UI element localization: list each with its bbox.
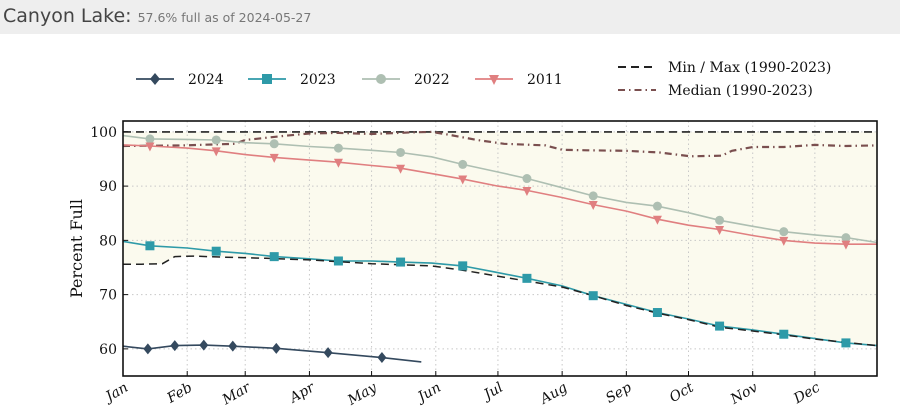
series-line-2024 — [122, 344, 422, 363]
legend-item-2024: 2024 — [136, 72, 224, 88]
series-line-2022 — [122, 134, 878, 244]
series-line-2011 — [122, 144, 877, 245]
data-point-2022 — [211, 135, 221, 145]
x-tick-label: Sep — [603, 380, 634, 407]
data-point-2022 — [396, 147, 406, 157]
data-point-2011 — [779, 236, 789, 246]
x-tick-label: Apr — [285, 379, 318, 407]
legend-item-2023: 2023 — [248, 72, 336, 88]
x-tick-label: Oct — [667, 379, 697, 406]
legend-item-2022: 2022 — [362, 72, 450, 88]
data-point-2011 — [715, 226, 725, 236]
data-point-2024 — [377, 352, 387, 364]
data-point-2022 — [145, 134, 155, 144]
data-point-2011 — [841, 240, 851, 250]
legend-label: 2011 — [527, 72, 563, 88]
data-point-2022 — [779, 227, 789, 237]
data-point-2023 — [396, 257, 406, 267]
data-point-2022 — [333, 143, 343, 153]
legend-item-minmax: Min / Max (1990-2023) — [618, 60, 831, 76]
data-point-2022 — [269, 139, 279, 149]
data-point-2023 — [522, 273, 532, 283]
data-point-2011 — [333, 158, 343, 168]
y-axis-label: Percent Full — [67, 199, 86, 298]
median-line — [122, 130, 878, 158]
data-point-2022 — [588, 191, 598, 201]
y-tick-label: 70 — [99, 288, 117, 304]
data-point-2022 — [522, 174, 532, 184]
min-max-band — [123, 131, 877, 346]
legend-marker — [262, 74, 272, 84]
data-point-2023 — [715, 321, 725, 331]
data-point-2023 — [588, 291, 598, 301]
legend-item-2011: 2011 — [475, 72, 563, 88]
legend-marker — [150, 73, 160, 85]
plot-area: 60 70 80 90 100 Jan Feb Mar Apr May Jun Jul Aug Sep Oc… — [67, 120, 878, 409]
data-point-2023 — [779, 329, 789, 339]
data-point-2023 — [333, 256, 343, 266]
data-point-2023 — [211, 246, 221, 256]
data-point-2011 — [652, 215, 662, 225]
data-point-2022 — [652, 201, 662, 211]
legend-label: Min / Max (1990-2023) — [668, 60, 831, 76]
data-point-2011 — [396, 164, 406, 174]
data-point-2023 — [269, 252, 279, 262]
legend-marker — [376, 74, 386, 84]
y-tick-label: 90 — [99, 179, 117, 195]
page-header: Canyon Lake: 57.6% full as of 2024-05-27 — [0, 0, 900, 34]
data-point-2023 — [458, 261, 468, 271]
x-tick-label: Dec — [790, 380, 823, 408]
x-tick-label: Jan — [100, 380, 131, 407]
min-line — [123, 255, 878, 347]
x-tick-label: May — [344, 379, 380, 409]
data-point-2024 — [323, 347, 333, 359]
data-point-2024 — [271, 342, 281, 354]
y-tick-label: 80 — [99, 233, 117, 249]
data-point-2011 — [211, 147, 221, 157]
y-tick-label: 60 — [99, 342, 117, 358]
status-text: 57.6% full as of 2024-05-27 — [137, 10, 312, 25]
data-point-2011 — [145, 142, 155, 152]
chart-legend: 2024 2023 2022 2011 Min / Max (1990-2023) Med… — [136, 60, 831, 99]
data-point-2011 — [522, 186, 532, 196]
y-tick-label: 100 — [90, 125, 117, 141]
legend-marker — [489, 75, 499, 85]
data-point-2022 — [458, 159, 468, 169]
data-point-2011 — [588, 201, 598, 211]
data-point-2024 — [143, 343, 153, 355]
data-point-2011 — [269, 153, 279, 163]
legend-label: 2022 — [414, 72, 450, 88]
plot-frame — [122, 120, 878, 377]
x-tick-label: Mar — [219, 379, 254, 409]
data-point-2011 — [458, 175, 468, 185]
data-point-2022 — [841, 233, 851, 243]
data-point-2024 — [228, 340, 238, 352]
x-tick-label: Jun — [413, 380, 444, 407]
data-point-2023 — [145, 241, 155, 251]
series-line-2023 — [122, 240, 878, 347]
x-tick-label: Nov — [727, 380, 761, 409]
x-tick-label: Feb — [164, 380, 196, 407]
legend-label: Median (1990-2023) — [668, 83, 813, 99]
data-point-2023 — [841, 338, 851, 348]
legend-label: 2023 — [300, 72, 336, 88]
legend-label: 2024 — [188, 72, 224, 88]
lake-title: Canyon Lake: 57.6% full as of 2024-05-27 — [3, 5, 311, 27]
x-tick-label: Aug — [536, 380, 570, 409]
data-point-2022 — [715, 215, 725, 225]
data-point-2024 — [170, 340, 180, 352]
legend-item-median: Median (1990-2023) — [618, 83, 813, 99]
x-tick-label: Jul — [479, 380, 506, 405]
lake-name: Canyon Lake: — [3, 5, 132, 27]
data-point-2023 — [652, 308, 662, 318]
data-point-2024 — [199, 339, 209, 351]
reservoir-chart: 2024 2023 2022 2011 Min / Max (1990-2023) Med… — [67, 60, 878, 409]
